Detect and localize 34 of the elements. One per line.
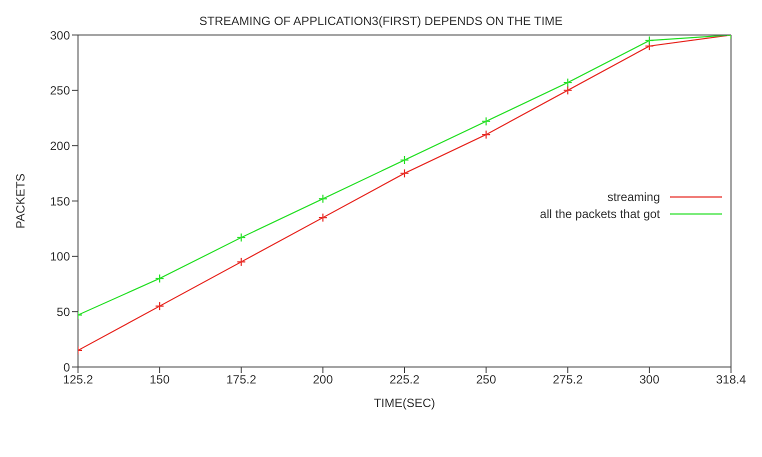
point [400, 168, 410, 178]
x-tick-label: 125.2 [62, 372, 94, 387]
point [236, 257, 246, 266]
chart-title: STREAMING OF APPLICATION3(FIRST) DEPENDS ON THE TIME [198, 14, 564, 28]
x-tick-label: 150 [150, 372, 170, 387]
point [318, 213, 328, 222]
x-tick-label: 200 [312, 372, 334, 387]
y-tick-label: 0 [63, 360, 70, 374]
point [155, 274, 164, 284]
x-tick-label: 318.4 [716, 372, 746, 387]
x-tick-label: 225.2 [389, 372, 420, 387]
point [400, 155, 410, 165]
y-tick-label: 50 [56, 304, 70, 319]
point [563, 86, 572, 95]
y-tick-label: 250 [50, 84, 70, 98]
x-tick-label: 275.2 [552, 372, 584, 387]
point [482, 130, 491, 140]
point [563, 78, 572, 88]
point [482, 116, 491, 126]
legend-label: streaming [607, 190, 660, 204]
y-tick-label: 150 [50, 194, 70, 208]
y-tick-label: 300 [50, 28, 70, 42]
x-axis-title: TIME(SEC) [374, 396, 436, 410]
x-tick-label: 250 [476, 372, 496, 387]
x-tick-label: 175.2 [226, 372, 257, 387]
y-tick-label: 100 [50, 250, 70, 264]
point [644, 36, 654, 46]
point [236, 232, 246, 242]
point [155, 302, 164, 311]
y-tick-label: 200 [50, 138, 70, 153]
y-axis-title: PACKETS [13, 173, 28, 229]
point [318, 194, 328, 204]
legend-label: all the packets that got [540, 206, 660, 220]
x-tick-label: 300 [639, 372, 660, 387]
